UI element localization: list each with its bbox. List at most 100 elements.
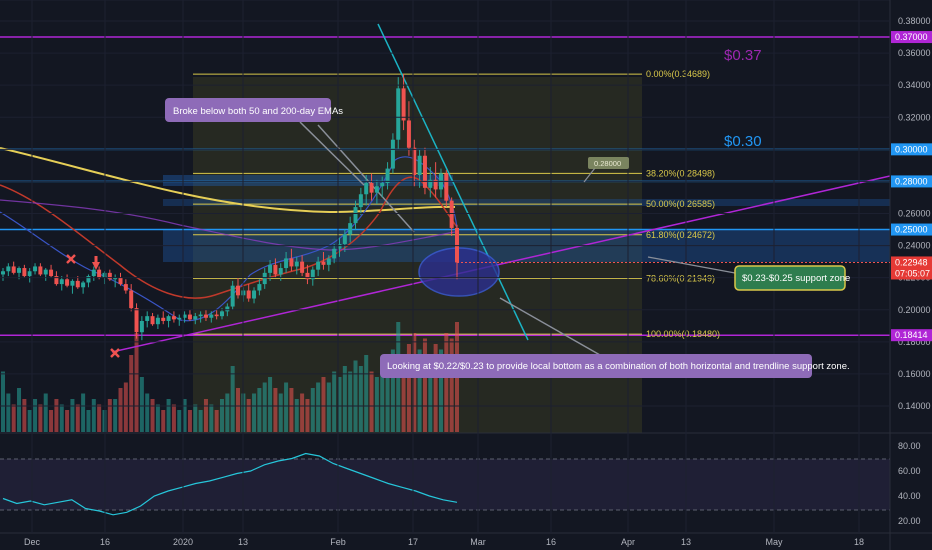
- volume-bar: [129, 355, 134, 432]
- y-tick-label: 0.14000: [898, 401, 931, 411]
- x-tick-label: 18: [854, 537, 864, 547]
- volume-bar: [33, 399, 38, 432]
- candle-body: [91, 269, 96, 277]
- volume-bar: [113, 399, 118, 432]
- volume-bar: [449, 338, 454, 432]
- price-label-text: 0.25000: [895, 225, 928, 235]
- candle-body: [348, 223, 353, 235]
- candle-body: [294, 261, 299, 267]
- volume-bar: [198, 410, 203, 432]
- volume-bar: [284, 382, 289, 432]
- support-zone-pointer: [647, 256, 736, 274]
- candle-body: [257, 284, 262, 291]
- volume-bar: [97, 404, 102, 432]
- volume-bar: [155, 404, 160, 432]
- volume-bar: [203, 399, 208, 432]
- volume-bar: [102, 410, 107, 432]
- candle-body: [54, 276, 59, 285]
- volume-bar: [150, 399, 155, 432]
- bottom-callout-box: [380, 354, 812, 378]
- y-tick-label: 0.16000: [898, 369, 931, 379]
- volume-bar: [230, 366, 235, 432]
- volume-bar: [342, 366, 347, 432]
- fib-label: 50.00%(0.26585): [646, 199, 715, 209]
- candle-body: [422, 155, 427, 188]
- volume-bar: [107, 399, 112, 432]
- candle-body: [353, 207, 358, 224]
- rising-trendline: [111, 175, 891, 353]
- candle-body: [417, 155, 422, 175]
- volume-bar: [321, 377, 326, 432]
- candle-body: [219, 311, 224, 317]
- candle-body: [203, 314, 208, 318]
- rsi-line: [2, 452, 458, 516]
- volume-bar: [193, 404, 198, 432]
- volume-bar: [268, 377, 273, 432]
- candle-body: [43, 269, 48, 275]
- volume-bar: [81, 393, 86, 432]
- candle-body: [262, 272, 267, 285]
- volume-bar: [166, 399, 171, 432]
- price-label-text: 0.18414: [895, 330, 928, 340]
- volume-bar: [11, 404, 16, 432]
- candle-body: [113, 277, 118, 280]
- volume-bar: [161, 410, 166, 432]
- volume-bar: [70, 399, 75, 432]
- candle-body: [428, 179, 433, 188]
- volume-bar: [171, 404, 176, 432]
- volume-bar: [38, 404, 43, 432]
- volume-bar: [353, 360, 358, 432]
- volume-bar: [422, 338, 427, 432]
- volume-bar: [310, 388, 315, 432]
- tag-028-box: [588, 157, 629, 169]
- candle-body: [6, 266, 11, 272]
- cross-marker-1: [66, 254, 76, 264]
- x-tick-label: 16: [100, 537, 110, 547]
- candle-body: [396, 88, 401, 140]
- volume-bar: [65, 410, 70, 432]
- price-label-text: 0.28000: [895, 176, 928, 186]
- candle-body: [118, 277, 123, 285]
- candle-body: [406, 120, 411, 148]
- level-030-label: $0.30: [724, 133, 762, 150]
- candle-body: [369, 183, 374, 193]
- volume-layer: [1, 322, 459, 432]
- candle-body: [225, 306, 230, 312]
- candle-body: [86, 276, 91, 283]
- volume-bar: [225, 393, 230, 432]
- volume-bar: [219, 399, 224, 432]
- candle-body: [321, 261, 326, 265]
- rsi-axis: 80.00 60.00 40.00 20.00: [898, 441, 921, 526]
- candle-body: [236, 285, 241, 296]
- bottom-callout-pointer: [499, 297, 601, 356]
- price-label-bg: [891, 267, 932, 280]
- volume-bar: [406, 344, 411, 432]
- volume-bar: [305, 399, 310, 432]
- x-tick-label: Mar: [470, 537, 486, 547]
- candle-body: [22, 268, 27, 277]
- volume-bar: [358, 366, 363, 432]
- candle-body: [209, 314, 214, 318]
- x-axis: Dec 16 2020 13 Feb 17 Mar 16 Apr 13 May 18: [24, 0, 864, 547]
- volume-bar: [444, 333, 449, 432]
- volume-bar: [246, 399, 251, 432]
- candle-body: [187, 314, 192, 320]
- volume-bar: [75, 404, 80, 432]
- volume-bar: [1, 371, 5, 432]
- y-tick-label: 0.34000: [898, 80, 931, 90]
- down-arrow-stem: [94, 256, 98, 263]
- candle-body: [38, 266, 43, 275]
- candle-body: [97, 269, 102, 278]
- candle-body: [49, 269, 54, 277]
- x-tick-label: 2020: [173, 537, 193, 547]
- candle-body: [27, 271, 32, 277]
- candle-body: [75, 280, 80, 288]
- volume-bar: [17, 388, 22, 432]
- candle-body: [230, 285, 235, 307]
- x-tick-label: 13: [238, 537, 248, 547]
- volume-bar: [86, 410, 91, 432]
- candle-body: [145, 316, 150, 321]
- volume-bar: [401, 355, 406, 432]
- candle-body: [246, 290, 251, 299]
- price-labels: 0.37000 0.30000 0.28000 0.25000 0.2294807:05…: [457, 31, 932, 342]
